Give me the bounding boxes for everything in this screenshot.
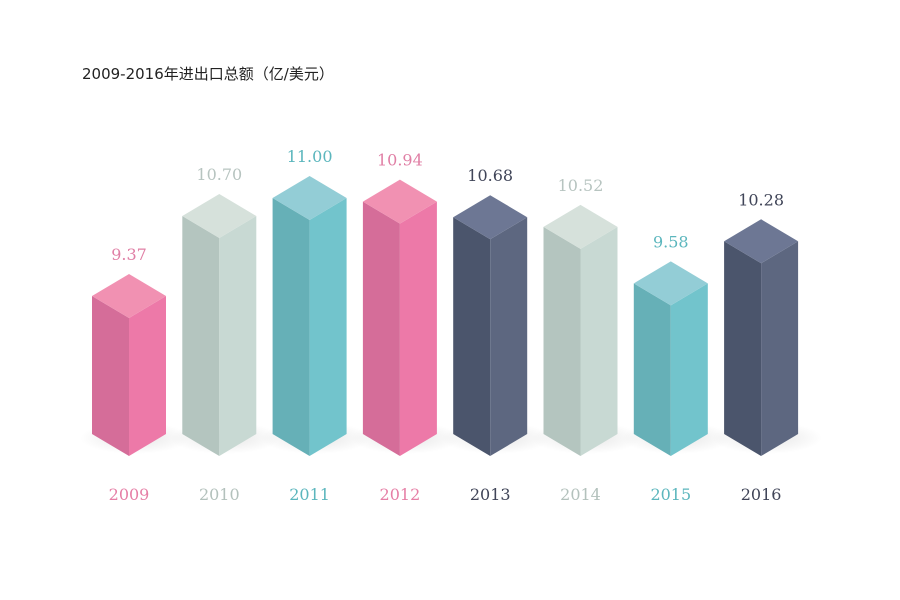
bar-2013 (441, 195, 552, 456)
bar-2011 (260, 176, 371, 456)
bar-face-left (453, 217, 491, 456)
bar-2016 (712, 219, 823, 456)
category-label-2010: 2010 (199, 485, 240, 504)
value-label-2014: 10.52 (558, 176, 604, 195)
bar-face-top (272, 176, 347, 220)
bar-face-top (362, 179, 437, 224)
bar-face-left (182, 216, 220, 456)
labels-layer: 9.37 2009 10.70 2010 11.00 2011 10.94 2012 10.68… (109, 147, 784, 504)
category-label-2014: 2014 (560, 485, 601, 504)
bar-face-top (724, 219, 799, 264)
bar-face-left (272, 198, 310, 456)
bar-face-top (543, 204, 618, 249)
bar-face-left (633, 283, 671, 456)
category-label-2015: 2015 (650, 485, 691, 504)
bar-face-left (362, 201, 400, 456)
bar-2009 (80, 274, 190, 456)
bar-face-right (670, 283, 708, 456)
value-label-2015: 9.58 (653, 232, 689, 251)
bar-2014 (531, 204, 642, 456)
bar-2012 (350, 179, 461, 456)
bar-face-left (92, 296, 129, 456)
bar-face-right (219, 216, 257, 456)
bar-face-right (399, 201, 437, 456)
bar-face-right (580, 226, 618, 456)
value-label-2009: 9.37 (111, 245, 147, 264)
value-label-2016: 10.28 (738, 190, 784, 209)
bars-layer (80, 176, 823, 456)
bar-2015 (621, 261, 732, 456)
bar-face-left (724, 241, 762, 456)
bar-face-right (490, 217, 528, 456)
category-label-2013: 2013 (470, 485, 511, 504)
bar-face-right (129, 296, 166, 456)
category-label-2016: 2016 (741, 485, 782, 504)
bar-face-top (453, 195, 528, 240)
category-label-2011: 2011 (289, 485, 330, 504)
bar-face-top (182, 194, 257, 239)
value-label-2013: 10.68 (467, 166, 513, 185)
category-label-2009: 2009 (109, 485, 150, 504)
bar-face-right (309, 198, 347, 456)
value-label-2010: 10.70 (196, 165, 242, 184)
bar-face-top (633, 261, 708, 306)
value-label-2012: 10.94 (377, 151, 423, 170)
bar-face-left (543, 226, 581, 456)
value-label-2011: 11.00 (287, 147, 333, 166)
category-label-2012: 2012 (380, 485, 421, 504)
chart-title: 2009-2016年进出口总额（亿/美元） (82, 65, 334, 83)
bar-face-top (92, 274, 166, 318)
bar-face-right (761, 241, 799, 456)
bar-2010 (170, 194, 281, 456)
